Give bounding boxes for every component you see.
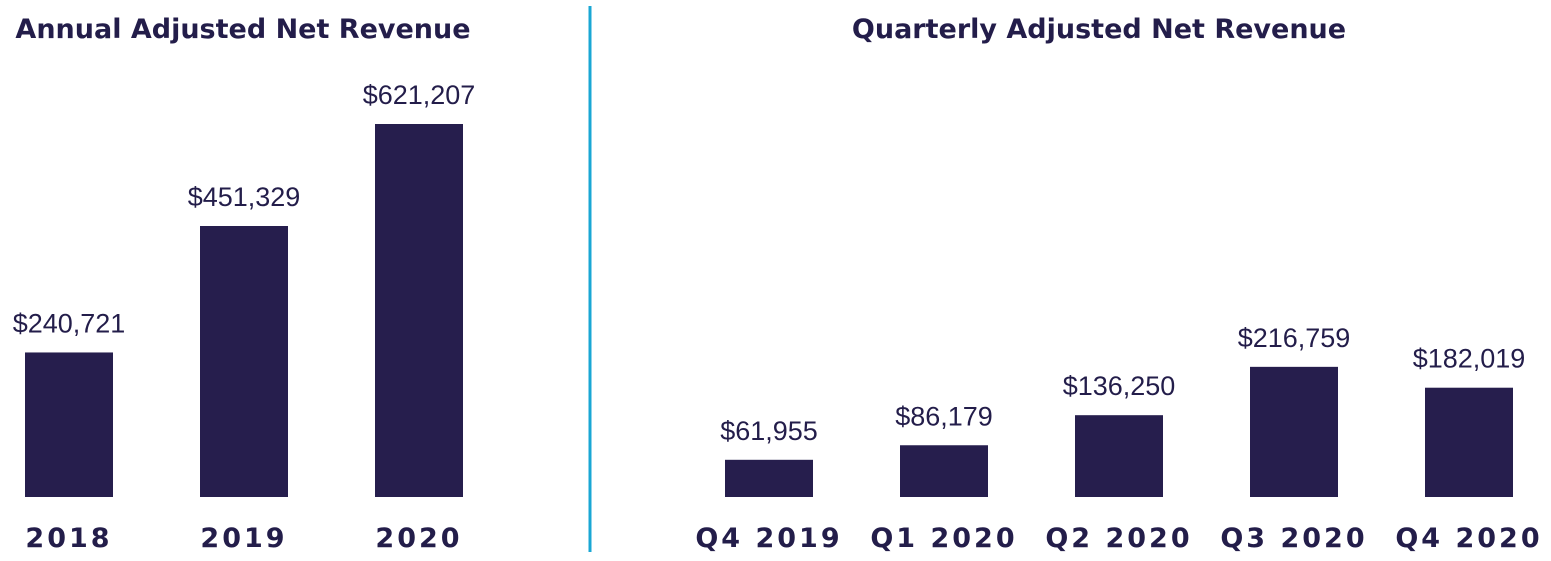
annual-category-label-2: 2020 — [375, 523, 462, 554]
annual-value-label-1: $451,329 — [188, 182, 301, 212]
quarterly-value-label-4: $182,019 — [1413, 344, 1526, 374]
quarterly-chart-title: Quarterly Adjusted Net Revenue — [852, 14, 1346, 45]
quarterly-bar-3 — [1250, 366, 1338, 497]
quarterly-value-label-1: $86,179 — [895, 401, 993, 431]
quarterly-category-label-4: Q4 2020 — [1395, 523, 1542, 554]
quarterly-bar-2 — [1075, 415, 1163, 497]
quarterly-category-label-1: Q1 2020 — [870, 523, 1017, 554]
quarterly-value-label-0: $61,955 — [720, 416, 818, 446]
annual-bar-1 — [200, 226, 288, 497]
quarterly-bar-1 — [900, 445, 988, 497]
annual-bar-0 — [25, 352, 113, 497]
annual-revenue-chart: Annual Adjusted Net Revenue $240,721 2018… — [13, 14, 476, 554]
quarterly-value-label-3: $216,759 — [1238, 323, 1351, 353]
annual-value-label-2: $621,207 — [363, 80, 476, 110]
annual-category-label-1: 2019 — [200, 523, 287, 554]
annual-category-label-0: 2018 — [25, 523, 112, 554]
annual-chart-title: Annual Adjusted Net Revenue — [15, 14, 470, 45]
quarterly-category-label-3: Q3 2020 — [1220, 523, 1367, 554]
quarterly-category-label-2: Q2 2020 — [1045, 523, 1192, 554]
quarterly-revenue-chart: Quarterly Adjusted Net Revenue $61,955 Q4… — [695, 14, 1542, 554]
annual-value-label-0: $240,721 — [13, 308, 126, 338]
quarterly-bar-4 — [1425, 387, 1513, 497]
quarterly-category-label-0: Q4 2019 — [695, 523, 842, 554]
quarterly-bar-0 — [725, 459, 813, 497]
annual-bar-2 — [375, 124, 463, 497]
quarterly-value-label-2: $136,250 — [1063, 371, 1176, 401]
